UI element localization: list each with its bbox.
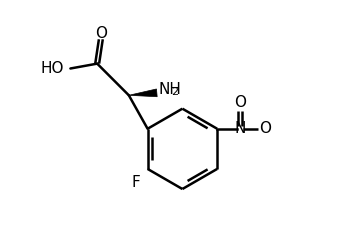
Text: HO: HO [40, 61, 64, 76]
Polygon shape [129, 89, 157, 97]
Text: O: O [234, 95, 246, 110]
Text: O: O [95, 26, 107, 41]
Text: 2: 2 [171, 87, 178, 97]
Text: O: O [259, 121, 271, 136]
Text: NH: NH [158, 82, 181, 97]
Text: F: F [131, 175, 140, 190]
Text: N: N [235, 121, 246, 136]
